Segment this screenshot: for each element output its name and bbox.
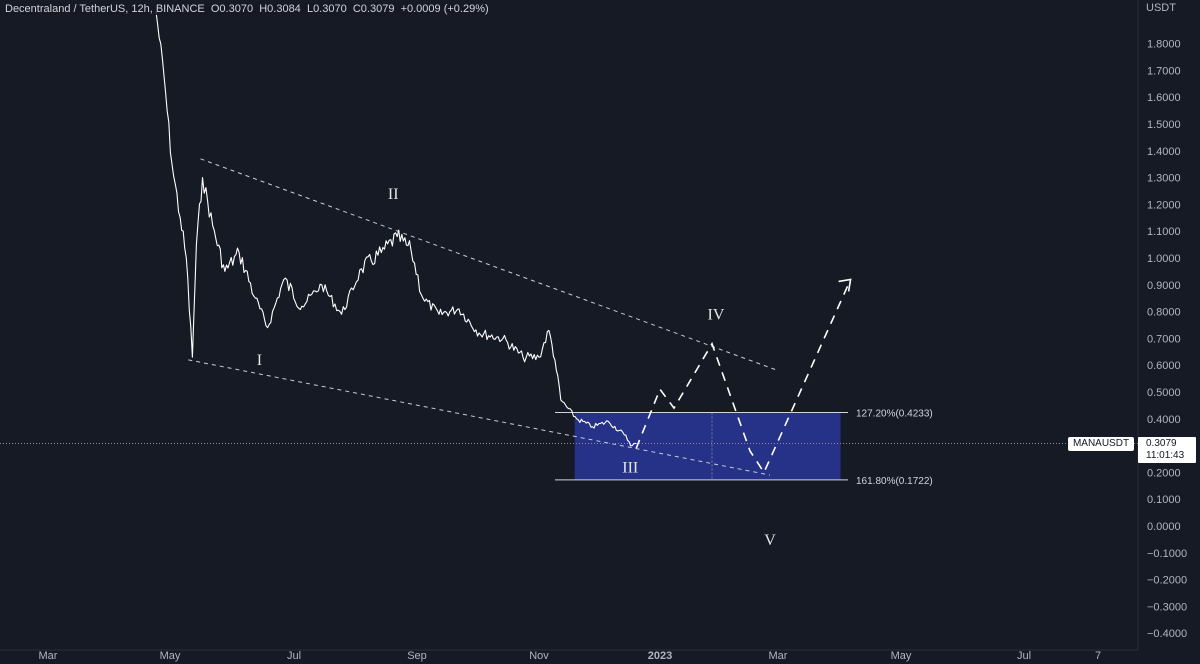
price-tick-label: 1.3000 xyxy=(1147,173,1181,185)
low-label: L xyxy=(306,3,314,15)
fib-level-label: 161.80%(0.1722) xyxy=(856,476,933,487)
price-tick-label: −0.2000 xyxy=(1147,575,1187,587)
price-tick-label: 0.7000 xyxy=(1147,333,1181,345)
last-price-value: 0.3079 xyxy=(1146,438,1177,449)
low-value: 0.3070 xyxy=(313,3,347,15)
price-tick-label: 0.2000 xyxy=(1147,467,1181,479)
wave-label-iv: IV xyxy=(708,307,725,324)
fib-level-label: 127.20%(0.4233) xyxy=(856,409,933,420)
price-tick-label: 1.2000 xyxy=(1147,199,1181,211)
price-tick-label: 1.8000 xyxy=(1147,39,1181,51)
time-tick-label: Jul xyxy=(1017,650,1031,662)
last-price-tag: 0.3079 11:01:43 xyxy=(1138,437,1196,463)
projection-arrowhead xyxy=(838,278,852,292)
symbol-tag: MANAUSDT xyxy=(1068,437,1134,451)
price-unit-label: USDT xyxy=(1146,2,1176,14)
time-tick-label: 2023 xyxy=(648,650,672,662)
open-value: 0.3070 xyxy=(219,3,254,15)
price-series-line xyxy=(155,11,637,447)
change-value: +0.0009 (+0.29%) xyxy=(400,3,489,15)
target-zone-box xyxy=(574,412,841,480)
price-tick-label: 0.5000 xyxy=(1147,387,1181,399)
price-tick-label: 0.6000 xyxy=(1147,360,1181,372)
time-tick-label: Sep xyxy=(407,650,427,662)
time-tick-label: May xyxy=(160,650,181,662)
time-tick-label: Mar xyxy=(769,650,788,662)
price-tick-label: 1.5000 xyxy=(1147,119,1181,131)
close-value: 0.3079 xyxy=(360,3,395,15)
time-tick-label: Nov xyxy=(529,650,549,662)
price-tick-label: 1.0000 xyxy=(1147,253,1181,265)
price-tick-label: 1.4000 xyxy=(1147,146,1181,158)
close-label: C xyxy=(352,3,361,15)
price-tick-label: 0.1000 xyxy=(1147,494,1181,506)
upper-trendline xyxy=(200,158,779,372)
lower-trendline xyxy=(188,359,771,476)
high-value: 0.3084 xyxy=(267,3,301,15)
open-label: O xyxy=(210,3,220,15)
chart-header: Decentraland / TetherUS, 12h, BINANCE O0… xyxy=(5,3,489,15)
bar-countdown: 11:01:43 xyxy=(1146,450,1185,461)
time-tick-label: 7 xyxy=(1095,650,1101,662)
wave-label-v: V xyxy=(764,532,776,549)
wave-label-ii: II xyxy=(388,186,399,203)
projected-wave-path xyxy=(635,279,852,475)
price-tick-label: 0.0000 xyxy=(1147,521,1181,533)
price-tick-label: 0.4000 xyxy=(1147,414,1181,426)
symbol-title[interactable]: Decentraland / TetherUS, 12h, BINANCE xyxy=(5,3,205,15)
price-tick-label: −0.3000 xyxy=(1147,601,1187,613)
price-tick-label: 1.6000 xyxy=(1147,92,1181,104)
time-tick-label: May xyxy=(891,650,912,662)
wave-label-iii: III xyxy=(622,459,638,476)
time-tick-label: Jul xyxy=(287,650,301,662)
wave-label-i: I xyxy=(257,352,262,369)
price-tick-label: −0.1000 xyxy=(1147,548,1187,560)
high-label: H xyxy=(259,3,268,15)
price-tick-label: 0.9000 xyxy=(1147,280,1181,292)
price-tick-label: 0.8000 xyxy=(1147,307,1181,319)
price-tick-label: 1.1000 xyxy=(1147,226,1181,238)
time-tick-label: Mar xyxy=(39,650,58,662)
price-tick-label: −0.4000 xyxy=(1147,628,1187,640)
price-tick-label: 1.7000 xyxy=(1147,65,1181,77)
